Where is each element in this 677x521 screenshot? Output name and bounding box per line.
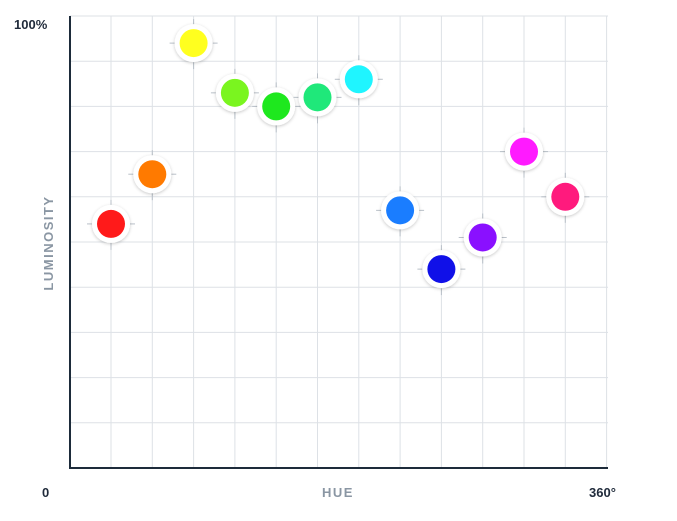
data-point [376, 186, 425, 237]
point-marker [179, 29, 208, 58]
point-marker [262, 92, 291, 121]
point-marker [551, 182, 580, 211]
data-point [293, 73, 342, 124]
data-point [87, 199, 135, 250]
y-axis-title: LUMINOSITY [41, 195, 56, 290]
point-marker [97, 209, 125, 238]
point-marker [220, 78, 249, 107]
point-marker [344, 65, 373, 94]
point-marker [468, 223, 497, 252]
point-marker [427, 255, 456, 284]
data-point [252, 82, 301, 133]
point-marker [386, 196, 415, 225]
y-axis-max-label: 100% [14, 17, 48, 32]
x-axis-min-label: 0 [42, 485, 49, 500]
data-point [541, 172, 590, 223]
data-point [169, 19, 218, 70]
point-marker [303, 83, 332, 112]
data-point [417, 245, 466, 296]
point-marker [510, 137, 538, 166]
x-axis-max-label: 360° [589, 485, 616, 500]
x-axis-title: HUE [322, 485, 354, 500]
point-marker [138, 160, 167, 189]
data-point [210, 68, 259, 119]
data-point [500, 127, 548, 178]
data-point [128, 150, 177, 201]
data-points [87, 19, 590, 296]
data-point [458, 213, 507, 264]
gridlines [70, 15, 608, 468]
data-point [334, 55, 383, 106]
